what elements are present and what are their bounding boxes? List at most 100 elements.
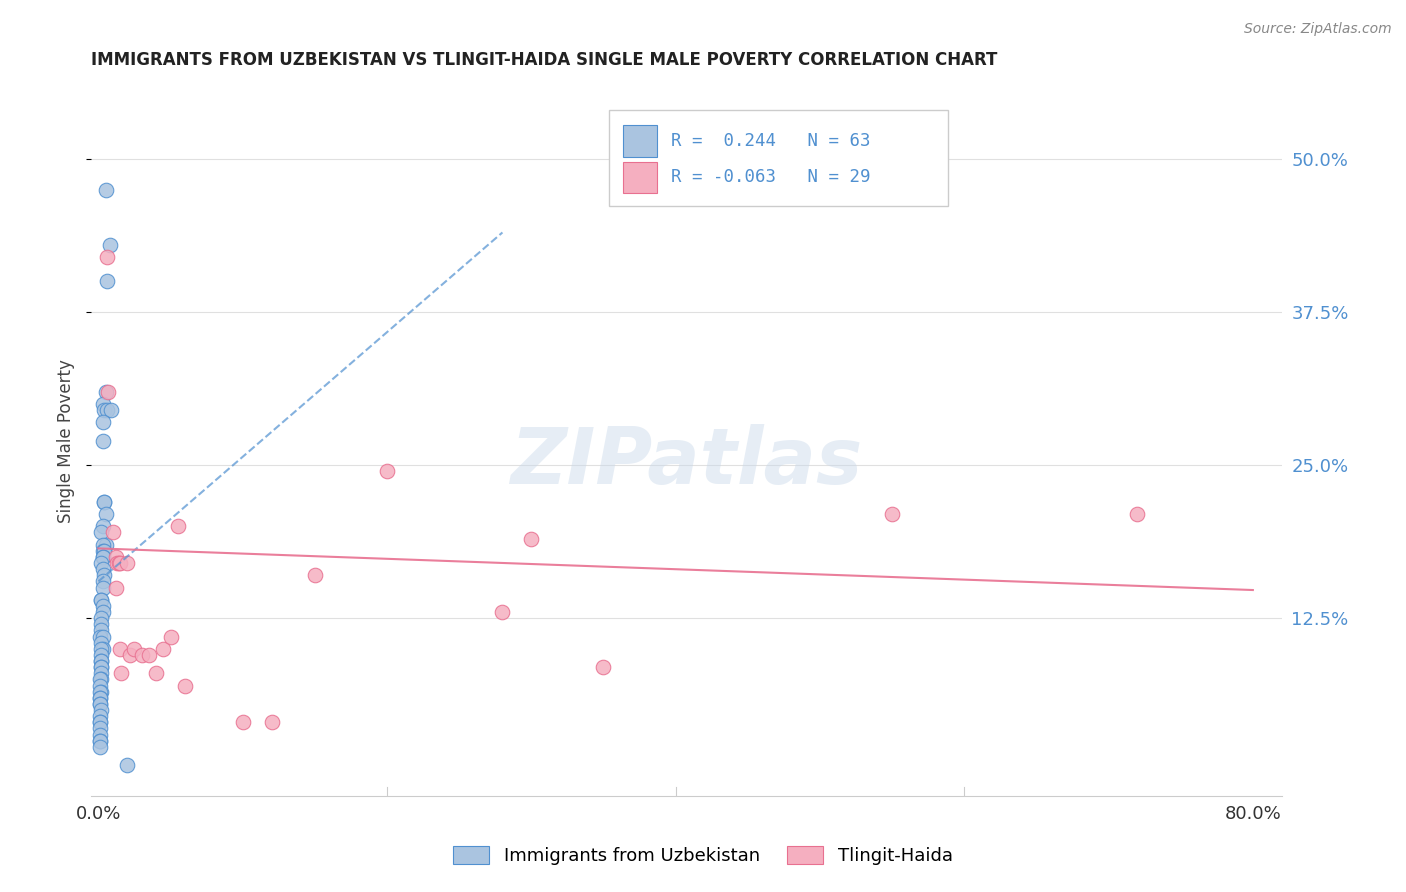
Legend: Immigrants from Uzbekistan, Tlingit-Haida: Immigrants from Uzbekistan, Tlingit-Haid…	[444, 837, 962, 874]
Point	[110, 666, 132, 681]
Point	[96, 250, 118, 264]
Point	[93, 568, 115, 582]
Point	[94, 384, 117, 399]
Point	[1126, 507, 1149, 521]
Point	[90, 592, 112, 607]
Point	[90, 648, 112, 662]
Point	[90, 673, 112, 687]
Text: IMMIGRANTS FROM UZBEKISTAN VS TLINGIT-HAIDA SINGLE MALE POVERTY CORRELATION CHAR: IMMIGRANTS FROM UZBEKISTAN VS TLINGIT-HA…	[91, 51, 997, 69]
Point	[145, 666, 167, 681]
Point	[491, 605, 513, 619]
Point	[91, 599, 114, 613]
Point	[89, 733, 111, 747]
Point	[90, 525, 112, 540]
Point	[108, 641, 131, 656]
Point	[90, 684, 112, 698]
Point	[152, 641, 174, 656]
Point	[91, 605, 114, 619]
Point	[105, 556, 128, 570]
Point	[90, 611, 112, 625]
Point	[91, 641, 114, 656]
Point	[89, 709, 111, 723]
Point	[91, 538, 114, 552]
Point	[94, 183, 117, 197]
Point	[89, 715, 111, 730]
Point	[232, 715, 254, 730]
Point	[96, 403, 118, 417]
Point	[104, 549, 127, 564]
Text: Source: ZipAtlas.com: Source: ZipAtlas.com	[1244, 22, 1392, 37]
FancyBboxPatch shape	[609, 111, 949, 206]
Point	[91, 519, 114, 533]
Point	[89, 697, 111, 711]
Point	[90, 641, 112, 656]
Point	[91, 434, 114, 448]
Point	[520, 532, 543, 546]
Point	[91, 549, 114, 564]
Point	[94, 538, 117, 552]
Point	[592, 660, 614, 674]
Point	[90, 636, 112, 650]
Point	[89, 679, 111, 693]
Point	[91, 544, 114, 558]
Point	[115, 556, 138, 570]
Point	[90, 592, 112, 607]
Point	[90, 660, 112, 674]
Point	[93, 544, 115, 558]
Point	[90, 660, 112, 674]
Point	[91, 415, 114, 429]
Point	[89, 722, 111, 736]
Point	[107, 556, 129, 570]
Point	[115, 758, 138, 772]
Text: R = -0.063   N = 29: R = -0.063 N = 29	[671, 169, 870, 186]
Point	[174, 679, 197, 693]
Point	[89, 673, 111, 687]
Text: ZIPatlas: ZIPatlas	[510, 424, 862, 500]
Point	[108, 556, 131, 570]
Point	[100, 403, 122, 417]
Point	[89, 739, 111, 754]
Point	[375, 464, 398, 478]
Point	[93, 495, 115, 509]
Point	[89, 690, 111, 705]
Point	[93, 495, 115, 509]
Point	[94, 507, 117, 521]
Point	[90, 654, 112, 668]
Point	[166, 519, 188, 533]
Point	[90, 703, 112, 717]
Point	[90, 666, 112, 681]
Point	[89, 630, 111, 644]
Point	[131, 648, 153, 662]
Point	[91, 574, 114, 589]
Text: R =  0.244   N = 63: R = 0.244 N = 63	[671, 131, 870, 150]
Point	[89, 684, 111, 698]
Point	[91, 549, 114, 564]
Point	[89, 715, 111, 730]
Point	[138, 648, 160, 662]
Point	[124, 641, 146, 656]
Y-axis label: Single Male Poverty: Single Male Poverty	[58, 359, 75, 523]
Point	[90, 617, 112, 632]
Point	[96, 275, 118, 289]
Point	[101, 525, 124, 540]
Point	[120, 648, 142, 662]
Point	[104, 581, 127, 595]
Point	[91, 562, 114, 576]
Point	[89, 690, 111, 705]
Point	[90, 654, 112, 668]
Point	[89, 733, 111, 747]
Point	[91, 581, 114, 595]
Point	[159, 630, 181, 644]
Point	[304, 568, 326, 582]
Point	[880, 507, 903, 521]
FancyBboxPatch shape	[623, 161, 657, 194]
Point	[91, 397, 114, 411]
FancyBboxPatch shape	[623, 125, 657, 156]
Point	[97, 384, 120, 399]
Point	[89, 727, 111, 741]
Point	[90, 556, 112, 570]
Point	[93, 403, 115, 417]
Point	[89, 697, 111, 711]
Point	[260, 715, 283, 730]
Point	[98, 237, 121, 252]
